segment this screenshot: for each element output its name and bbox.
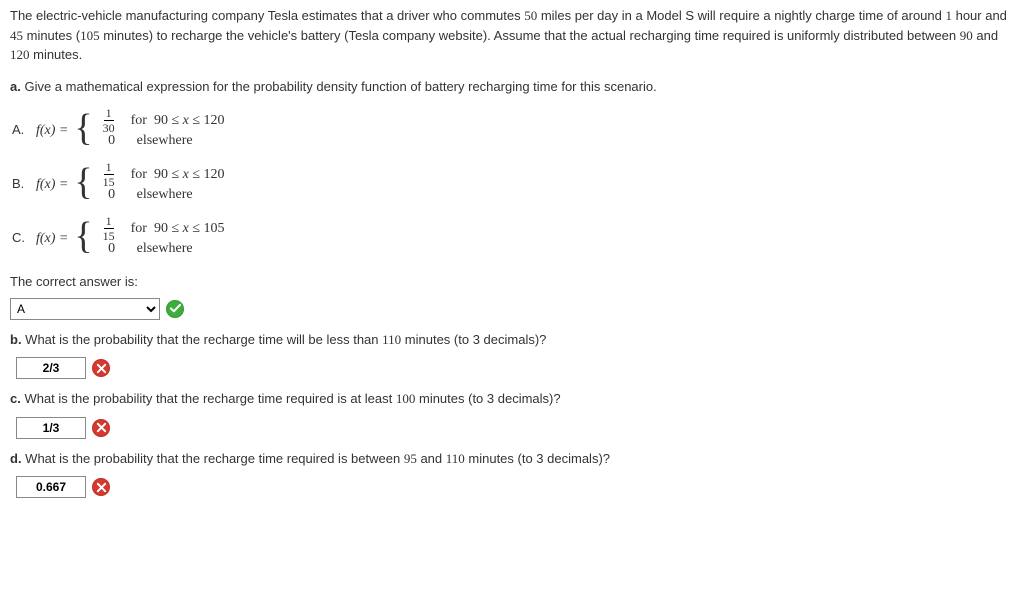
intro-text: miles per day in a Model S will require … xyxy=(537,8,945,23)
part-d-v1: 95 xyxy=(404,451,417,466)
part-b-prompt: What is the probability that the recharg… xyxy=(22,332,383,347)
cases: 115for 90 ≤ x ≤ 1200elsewhere xyxy=(97,164,225,204)
zero: 0 xyxy=(103,184,121,205)
part-c-input[interactable] xyxy=(16,417,86,439)
option-letter: A. xyxy=(12,120,36,140)
condition: for 90 ≤ x ≤ 105 xyxy=(131,218,225,239)
part-c: c. What is the probability that the rech… xyxy=(10,389,1014,409)
part-b: b. What is the probability that the rech… xyxy=(10,330,1014,350)
part-a-answer-row: A xyxy=(10,298,1014,320)
part-b-val: 110 xyxy=(382,332,401,347)
part-d-prompt: minutes (to 3 decimals)? xyxy=(465,451,610,466)
part-a: a. Give a mathematical expression for th… xyxy=(10,77,1014,97)
x-icon xyxy=(92,359,110,377)
elsewhere: elsewhere xyxy=(137,130,193,151)
zero: 0 xyxy=(103,130,121,151)
part-d-v2: 110 xyxy=(446,451,465,466)
fx-label: f(x) = xyxy=(36,120,68,141)
intro-text: minutes ( xyxy=(23,28,80,43)
part-a-prompt: Give a mathematical expression for the p… xyxy=(21,79,657,94)
option-letter: C. xyxy=(12,228,36,248)
intro-text: minutes) to recharge the vehicle's batte… xyxy=(100,28,960,43)
intro-total-min: 105 xyxy=(80,28,100,43)
intro-text: and xyxy=(973,28,998,43)
zero: 0 xyxy=(103,238,121,259)
part-b-answer-row xyxy=(10,357,1014,379)
condition: for 90 ≤ x ≤ 120 xyxy=(131,110,225,131)
part-d-mid: and xyxy=(417,451,446,466)
part-c-prompt: minutes (to 3 decimals)? xyxy=(415,391,560,406)
intro-text: hour and xyxy=(952,8,1007,23)
part-b-label: b. xyxy=(10,332,22,347)
part-c-prompt: What is the probability that the recharg… xyxy=(21,391,396,406)
part-c-val: 100 xyxy=(396,391,416,406)
elsewhere: elsewhere xyxy=(137,184,193,205)
fx-label: f(x) = xyxy=(36,228,68,249)
part-d-prompt: What is the probability that the recharg… xyxy=(22,451,404,466)
cases: 115for 90 ≤ x ≤ 1050elsewhere xyxy=(97,218,225,258)
check-icon xyxy=(166,300,184,318)
part-d: d. What is the probability that the rech… xyxy=(10,449,1014,469)
intro-text: The electric-vehicle manufacturing compa… xyxy=(10,8,524,23)
part-a-label: a. xyxy=(10,79,21,94)
part-d-label: d. xyxy=(10,451,22,466)
part-c-answer-row xyxy=(10,417,1014,439)
condition: for 90 ≤ x ≤ 120 xyxy=(131,164,225,185)
part-a-options: A.f(x) ={130for 90 ≤ x ≤ 1200elsewhereB.… xyxy=(12,110,1014,258)
option-letter: B. xyxy=(12,174,36,194)
brace-icon: { xyxy=(74,163,92,201)
pdf-option: A.f(x) ={130for 90 ≤ x ≤ 1200elsewhere xyxy=(12,110,1014,150)
fx-label: f(x) = xyxy=(36,174,68,195)
brace-icon: { xyxy=(74,109,92,147)
intro-text: minutes. xyxy=(30,47,83,62)
problem-intro: The electric-vehicle manufacturing compa… xyxy=(10,6,1014,65)
intro-lo: 90 xyxy=(960,28,973,43)
pdf-option: B.f(x) ={115for 90 ≤ x ≤ 1200elsewhere xyxy=(12,164,1014,204)
pdf-option: C.f(x) ={115for 90 ≤ x ≤ 1050elsewhere xyxy=(12,218,1014,258)
cases: 130for 90 ≤ x ≤ 1200elsewhere xyxy=(97,110,225,150)
intro-miles: 50 xyxy=(524,8,537,23)
brace-icon: { xyxy=(74,217,92,255)
x-icon xyxy=(92,419,110,437)
x-icon xyxy=(92,478,110,496)
intro-mins: 45 xyxy=(10,28,23,43)
intro-hi: 120 xyxy=(10,47,30,62)
part-b-input[interactable] xyxy=(16,357,86,379)
elsewhere: elsewhere xyxy=(137,238,193,259)
correct-answer-label: The correct answer is: xyxy=(10,272,1014,292)
part-a-select[interactable]: A xyxy=(10,298,160,320)
part-b-prompt: minutes (to 3 decimals)? xyxy=(401,332,546,347)
part-d-answer-row xyxy=(10,476,1014,498)
part-c-label: c. xyxy=(10,391,21,406)
part-d-input[interactable] xyxy=(16,476,86,498)
